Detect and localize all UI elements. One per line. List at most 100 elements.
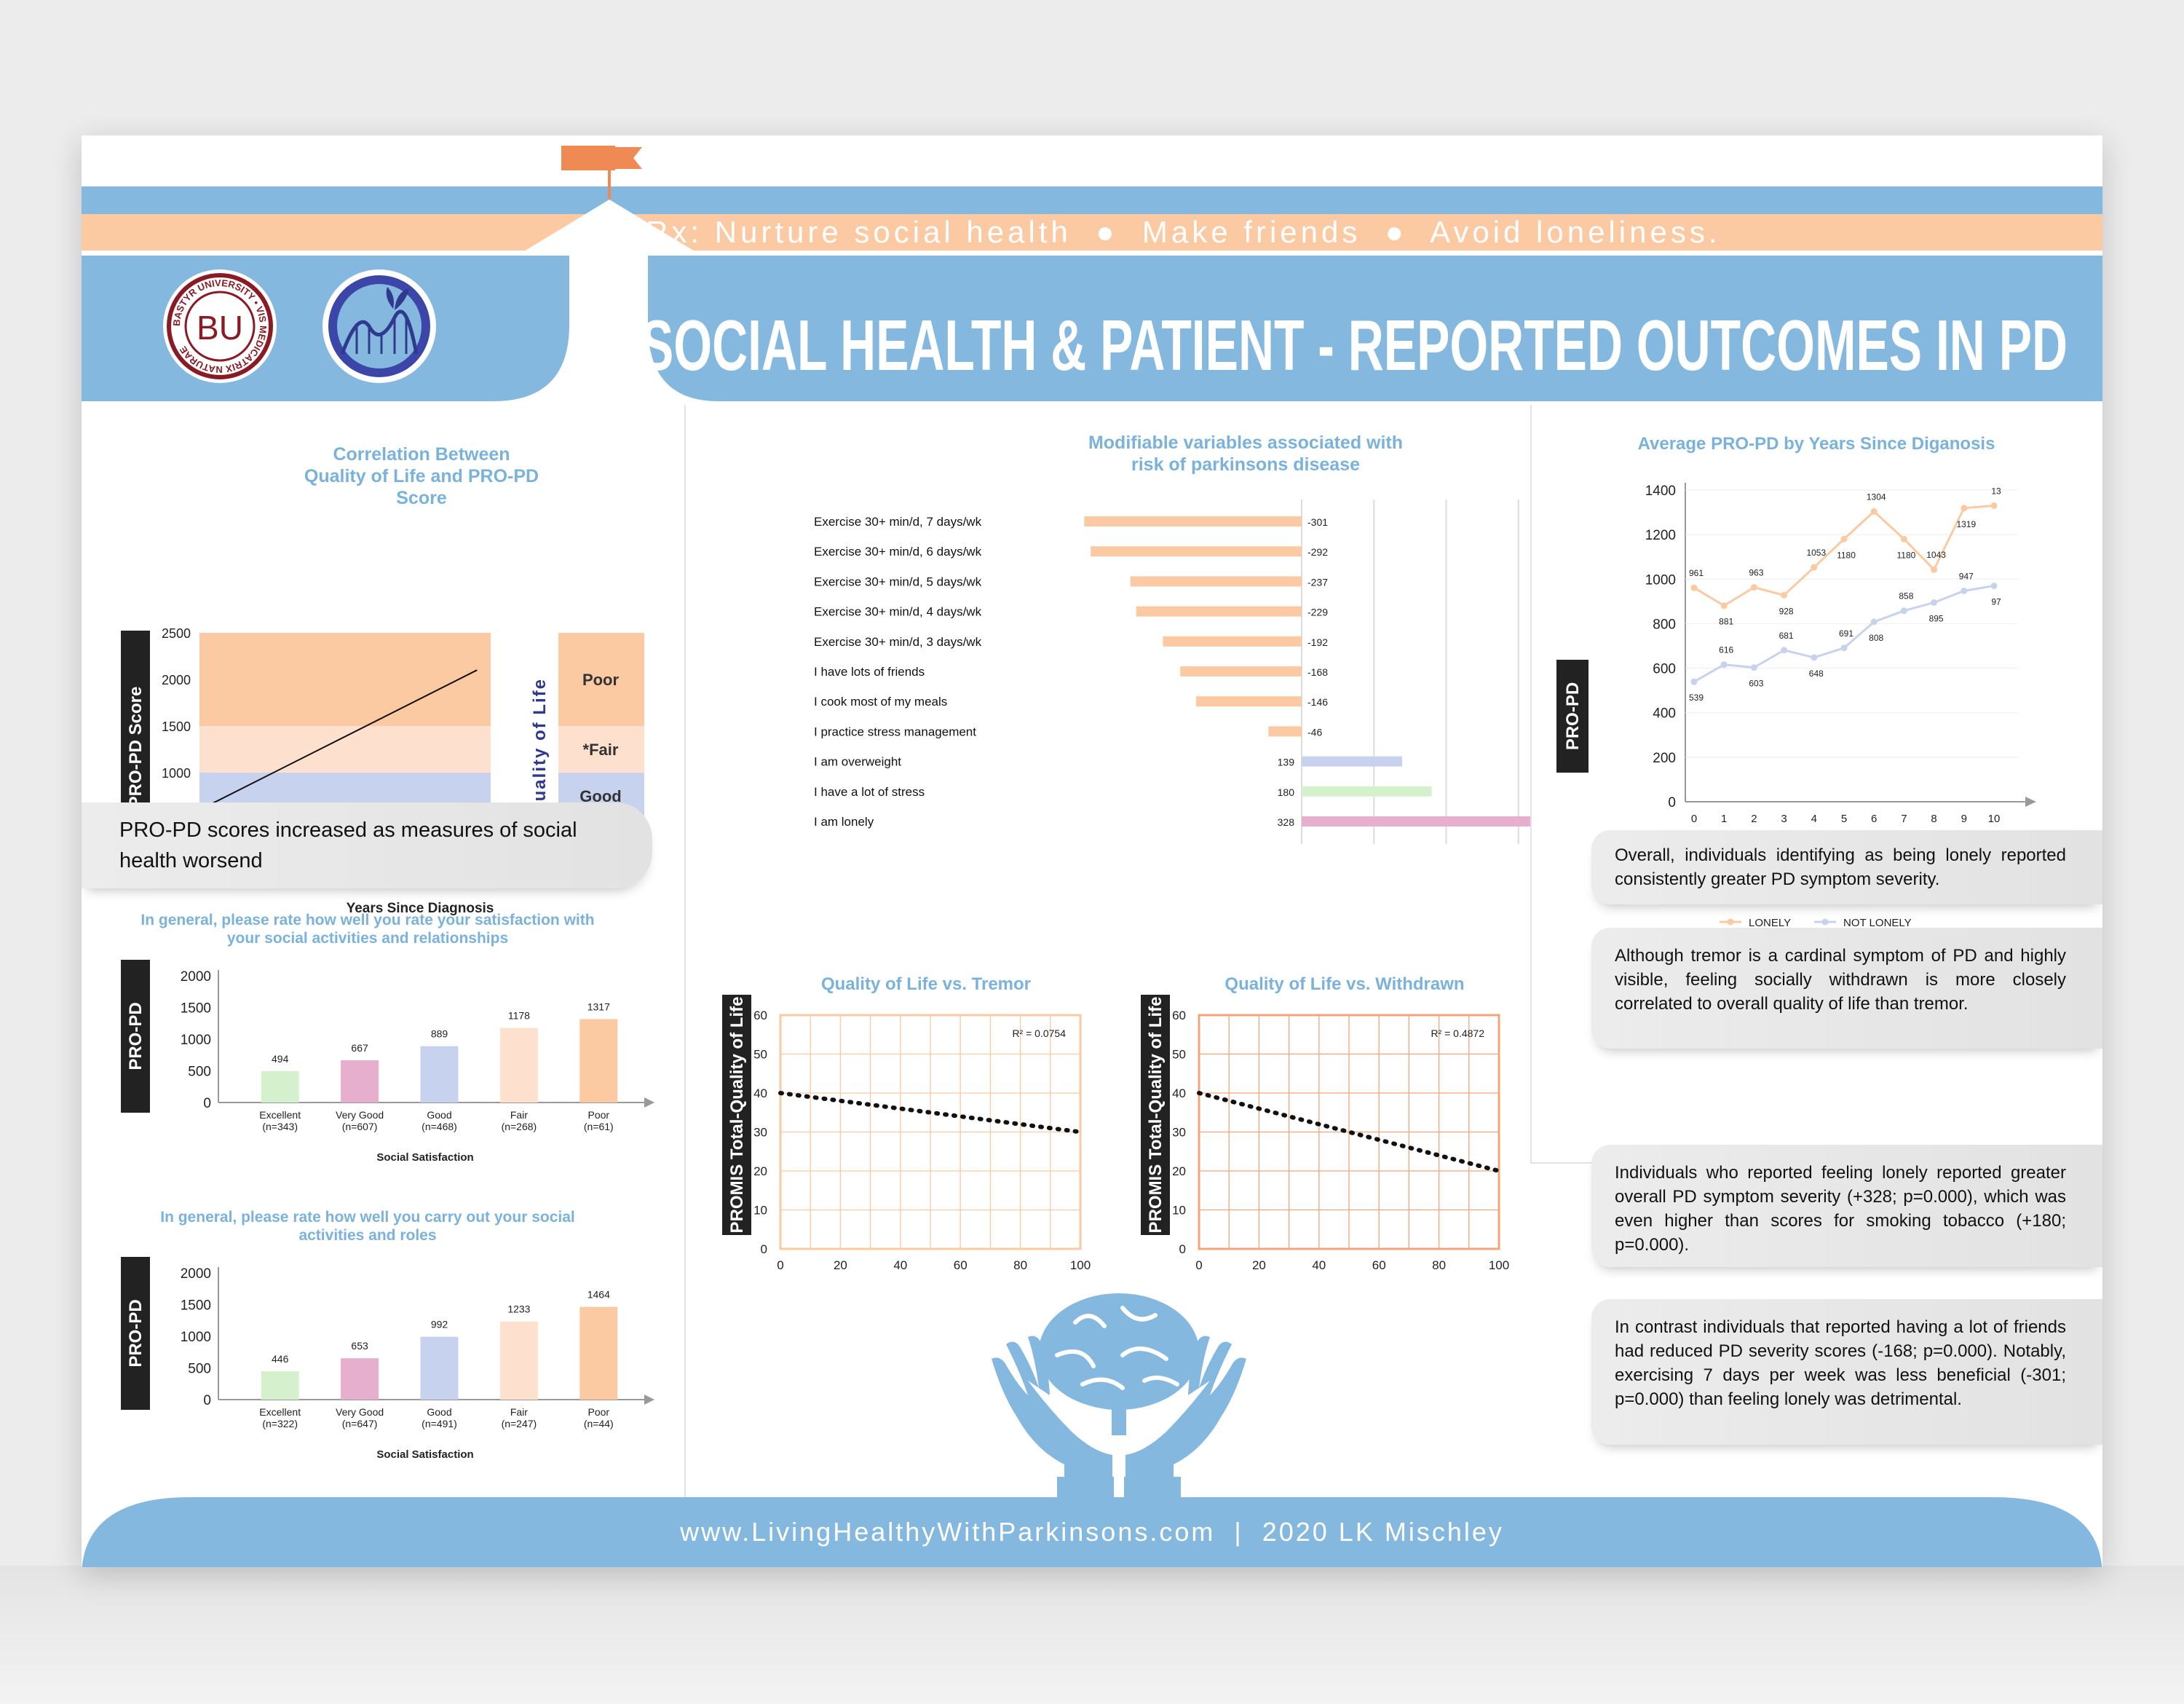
roles-bar (420, 1336, 459, 1400)
avg-x-tick: 2 (1751, 813, 1757, 825)
avg-point-label: 603 (1749, 679, 1763, 689)
roles-axis-arrow-icon (644, 1395, 654, 1405)
sat-y-tick: 1500 (181, 1001, 211, 1017)
mod-category: Exercise 30+ min/d, 3 days/wk (814, 635, 982, 649)
qol-trend-line (199, 669, 478, 811)
lonely-detail-callout: Individuals who reported feeling lonely … (1591, 1145, 2102, 1267)
qol-y-tick: 1500 (162, 719, 191, 734)
mod-bar-value: -146 (1307, 696, 1328, 708)
withdrawn-y-tick: 10 (1172, 1204, 1186, 1218)
avg-y-tick: 400 (1653, 706, 1676, 722)
mod-bar-value: 180 (1278, 786, 1295, 798)
withdrawn-y-tick: 40 (1172, 1086, 1186, 1100)
sat-y-tick: 500 (188, 1065, 211, 1080)
avg-point (1750, 664, 1757, 671)
roles-y-tick: 0 (203, 1393, 211, 1408)
sat-y-tick: 0 (203, 1096, 211, 1111)
avg-point-label: 1043 (1926, 550, 1946, 560)
roles-y-tick: 1000 (181, 1330, 211, 1345)
withdrawn-y-label-bg (1141, 995, 1170, 1235)
mod-bar (1091, 546, 1302, 557)
avg-point-label: 681 (1779, 631, 1794, 641)
avg-legend-marker (1821, 918, 1829, 926)
arrow-icon (517, 200, 702, 427)
roles-category: Very Good (336, 1406, 384, 1418)
avg-title: Average PRO-PD by Years Since Diganosis (1638, 434, 1995, 454)
mod-bar (1136, 606, 1302, 617)
withdrawn-chart: Quality of Life vs. Withdrawn 0 10 20 30 40 50… (1141, 974, 1509, 1272)
tremor-x-tick: 0 (777, 1258, 783, 1272)
roles-bar (499, 1321, 538, 1400)
qol-y-label: PRO-PD Score (126, 687, 146, 808)
roles-bar-value: 992 (431, 1319, 448, 1330)
sat-bar (499, 1027, 538, 1103)
avg-legend-label: NOT LONELY (1843, 917, 1912, 929)
mod-bar-value: 139 (1278, 757, 1295, 768)
sat-y-label: PRO-PD (126, 1002, 146, 1070)
tremor-text: Although tremor is a cardinal symptom of… (1615, 946, 2066, 1014)
brain-icon (1039, 1293, 1199, 1435)
avg-point-label: 881 (1719, 617, 1733, 627)
mod-bar (1196, 696, 1302, 707)
mod-category: I am overweight (814, 755, 901, 769)
mod-bar-value: -168 (1307, 666, 1328, 678)
mod-bar (1302, 816, 1530, 827)
avg-y-label-bg (1556, 660, 1588, 773)
flag-icon (561, 146, 642, 170)
sat-bar-value: 667 (351, 1042, 368, 1054)
avg-x-tick: 1 (1721, 813, 1727, 825)
sat-bar-value: 494 (272, 1053, 289, 1065)
withdrawn-x-tick: 20 (1252, 1258, 1266, 1272)
footer-text: www.LivingHealthyWithParkinsons.com | 20… (679, 1517, 1504, 1547)
modifiable-variables-chart: Modifiable variables associated withrisk… (814, 433, 1530, 845)
avg-point (1931, 599, 1938, 606)
roles-y-tick: 1500 (181, 1298, 211, 1314)
top-blue-stripe (82, 186, 2102, 214)
living-healthy-logo (323, 269, 436, 383)
avg-x-tick: 7 (1901, 813, 1907, 825)
lonely-overall-text: Overall, individuals identifying as bein… (1615, 845, 2066, 889)
withdrawn-x-tick: 40 (1312, 1258, 1326, 1272)
sat-category: Fair (510, 1109, 528, 1121)
mod-category: I cook most of my meals (814, 695, 947, 709)
avg-x-tick: 9 (1961, 813, 1967, 825)
footer-band (82, 1497, 2102, 1567)
qol-summary-text: PRO-PD scores increased as measures of s… (119, 819, 577, 872)
withdrawn-x-tick: 100 (1489, 1258, 1509, 1272)
sat-y-tick: 2000 (181, 969, 211, 985)
qol-band-label: Poor (582, 671, 620, 689)
qol-band-label: *Fair (583, 741, 619, 759)
mod-category: Exercise 30+ min/d, 5 days/wk (814, 575, 982, 588)
avg-legend-label: LONELY (1749, 917, 1791, 929)
withdrawn-y-label: PROMIS Total-Quality of Life (1146, 997, 1166, 1234)
avg-y-tick: 600 (1653, 662, 1676, 677)
avg-y-tick: 1400 (1645, 484, 1676, 499)
poster: Rx: Nurture social health ● Make friends… (82, 135, 2102, 1567)
roles-bar (261, 1371, 299, 1400)
tremor-x-tick: 60 (954, 1258, 968, 1272)
friends-detail-callout: In contrast individuals that reported ha… (1591, 1299, 2102, 1445)
avg-point-label: 648 (1809, 668, 1824, 679)
avg-point-label: 97 (1991, 596, 2001, 607)
avg-point (1840, 644, 1848, 652)
sat-category: Good (427, 1109, 451, 1121)
avg-point (1870, 508, 1878, 515)
mod-bar-value: -292 (1307, 546, 1328, 558)
sat-bar (420, 1046, 459, 1103)
sat-sublabel: (n=61) (584, 1121, 614, 1132)
avg-point-label: 13 (1991, 486, 2001, 496)
sprout-icon (386, 287, 409, 310)
sat-bar (261, 1071, 299, 1103)
avg-point (1990, 502, 1998, 509)
sat-sublabel: (n=607) (342, 1121, 378, 1132)
title-band (648, 256, 2102, 401)
tremor-r2: R² = 0.0754 (1012, 1027, 1066, 1039)
mod-bar-value: 328 (1278, 816, 1295, 828)
mod-bar-value: -192 (1307, 636, 1328, 648)
tremor-y-tick: 0 (761, 1242, 767, 1256)
avg-x-tick: 5 (1841, 813, 1847, 825)
avg-point-label: 1319 (1956, 519, 1976, 529)
avg-point-label: 808 (1869, 633, 1883, 643)
sat-sublabel: (n=468) (422, 1121, 457, 1132)
tremor-y-label-bg (722, 995, 751, 1235)
